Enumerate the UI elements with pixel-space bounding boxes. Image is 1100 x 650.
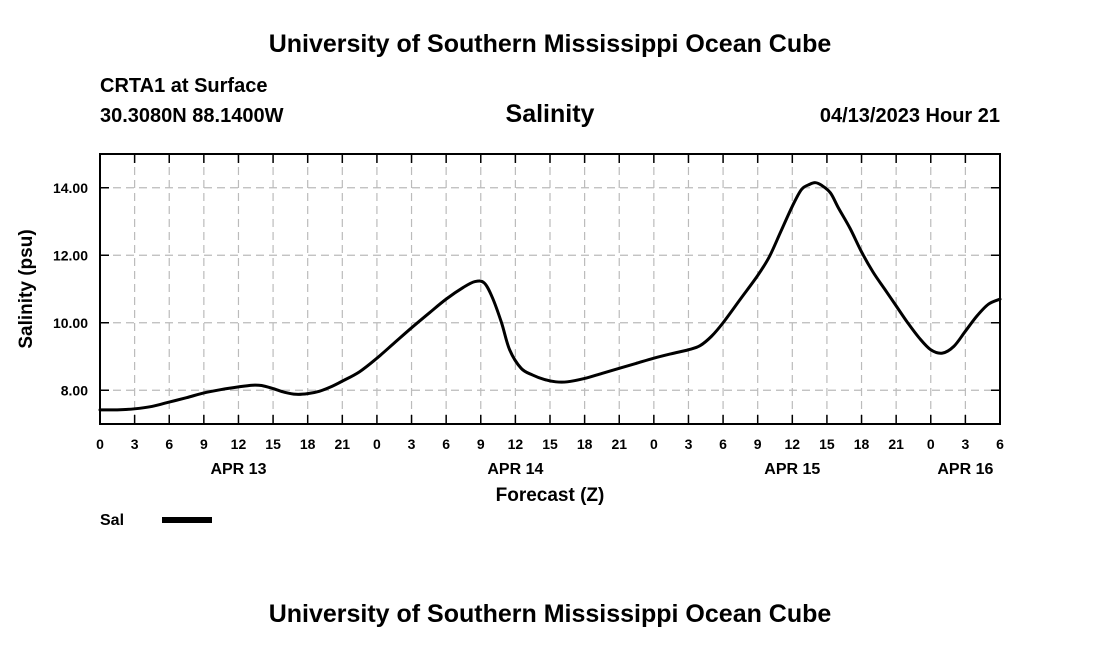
x-tick-label: 12 [231,436,247,452]
axes: 0 3 6 9 12 15 18 21 0 3 6 9 12 15 18 21 0 3 6 9 12 15 18 21 0 3 6 8… [53,154,1004,478]
x-tick-label: 3 [131,436,139,452]
x-tick-label: 18 [300,436,316,452]
x-tick-label: 6 [165,436,173,452]
x-tick-label: 12 [508,436,524,452]
date-label: APR 15 [764,461,820,478]
y-tick-label: 14.00 [53,180,88,196]
x-tick-label: 9 [477,436,485,452]
y-tick-label: 12.00 [53,247,88,263]
date-label: APR 13 [210,461,266,478]
legend: Sal [100,512,212,529]
x-tick-label: 0 [650,436,658,452]
x-tick-label: 18 [577,436,593,452]
x-tick-label: 0 [373,436,381,452]
x-tick-label: 6 [719,436,727,452]
station-coordinates: 30.3080N 88.1400W [100,105,284,127]
legend-label: Sal [100,512,124,529]
x-axis-label: Forecast (Z) [496,485,605,506]
x-tick-label: 15 [265,436,281,452]
x-tick-label: 3 [408,436,416,452]
x-tick-label: 15 [542,436,558,452]
x-tick-label: 12 [785,436,801,452]
y-tick-label: 8.00 [61,382,88,398]
x-tick-label: 21 [335,436,351,452]
forecast-datetime: 04/13/2023 Hour 21 [819,105,1000,127]
x-tick-label: 15 [819,436,835,452]
date-label: APR 16 [937,461,993,478]
page-title: University of Southern Mississippi Ocean… [268,30,832,58]
x-tick-label: 21 [611,436,627,452]
grid [100,154,1000,424]
x-tick-label: 0 [927,436,935,452]
x-tick-label: 18 [854,436,870,452]
x-tick-label: 3 [685,436,693,452]
series-layer [98,181,1002,412]
date-label: APR 14 [487,461,543,478]
station-name: CRTA1 at Surface [100,75,268,97]
x-tick-label: 21 [888,436,904,452]
x-tick-label: 0 [96,436,104,452]
y-tick-label: 10.00 [53,315,88,331]
chart-title: Salinity [505,100,595,128]
series-line-sal [98,181,1002,412]
y-axis-label: Salinity (psu) [16,229,37,348]
footer-title: University of Southern Mississippi Ocean… [268,600,832,628]
x-tick-label: 3 [961,436,969,452]
x-tick-label: 9 [754,436,762,452]
x-tick-label: 6 [442,436,450,452]
x-tick-label: 6 [996,436,1004,452]
x-tick-label: 9 [200,436,208,452]
